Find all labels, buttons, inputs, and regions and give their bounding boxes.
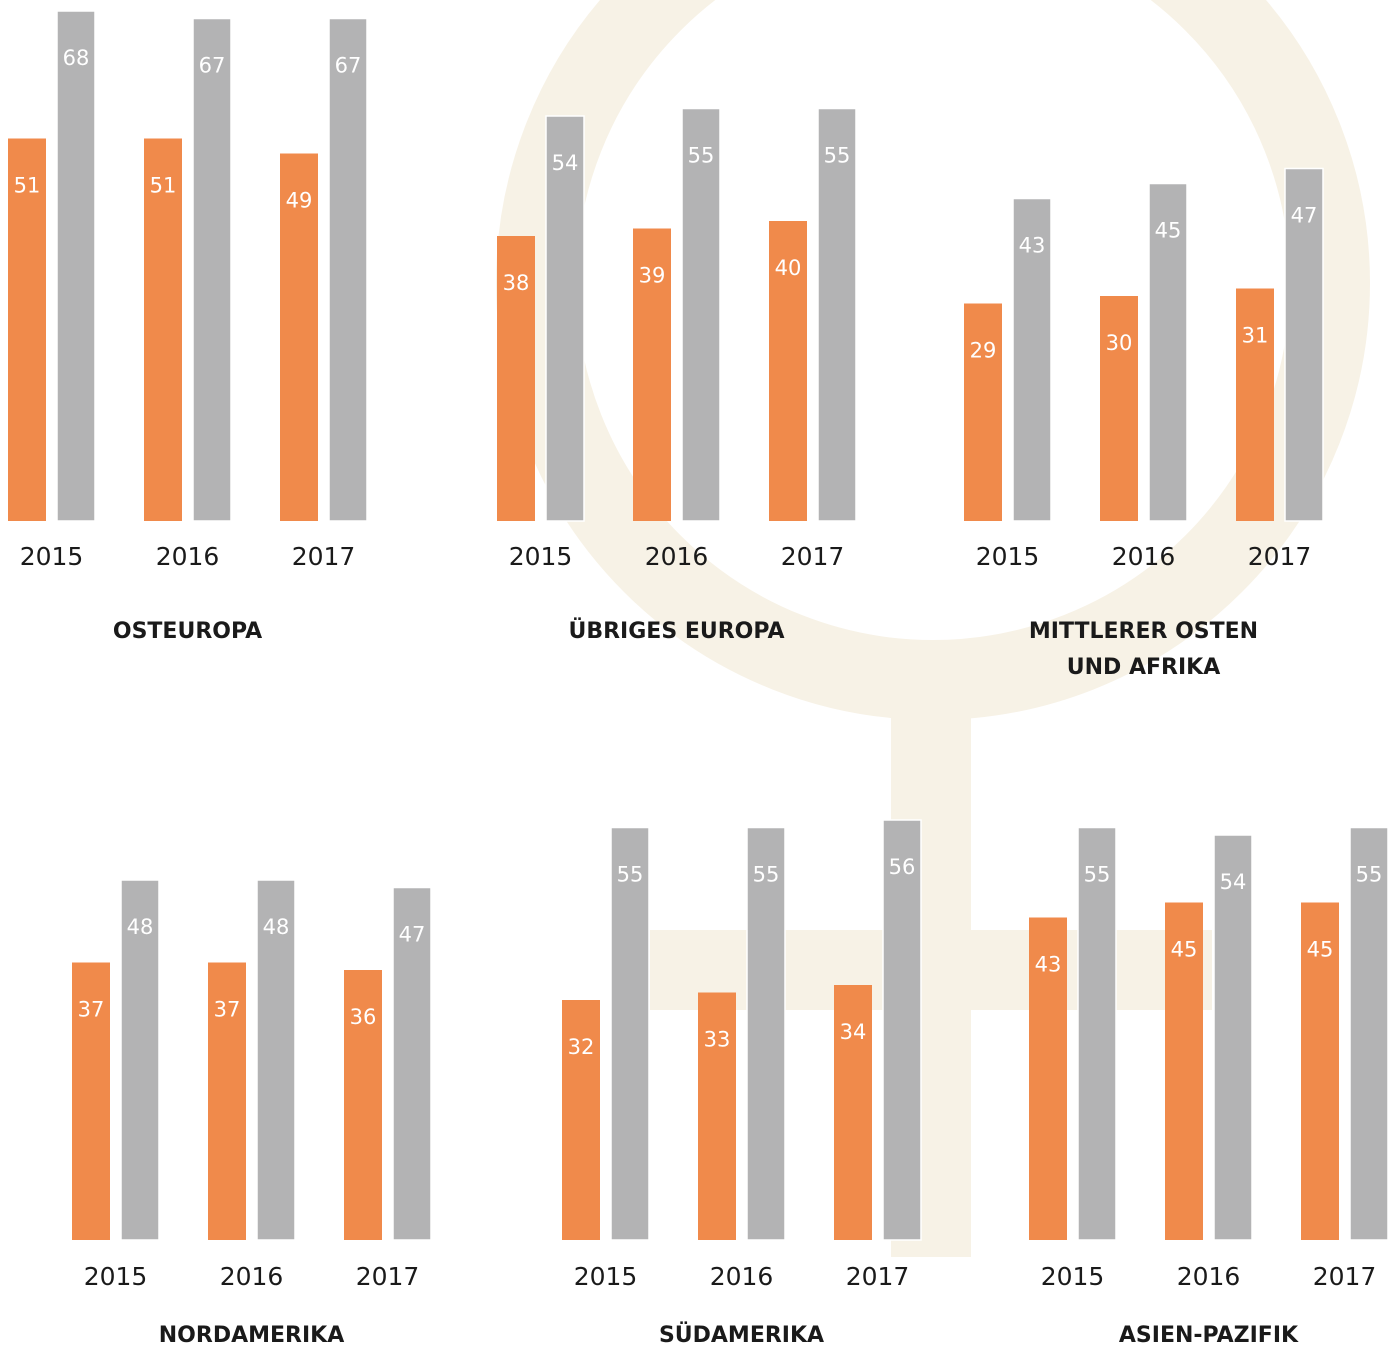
bar — [834, 985, 872, 1240]
value-label: 67 — [335, 54, 362, 78]
bar — [56, 10, 96, 522]
bar — [1236, 288, 1274, 521]
x-tick-label: 2015 — [509, 542, 573, 571]
x-tick-label: 2015 — [976, 542, 1040, 571]
value-label: 32 — [568, 1035, 595, 1059]
value-label: 49 — [286, 189, 313, 213]
x-tick-label: 2016 — [156, 542, 220, 571]
chart-title: SÜDAMERIKA — [658, 1323, 825, 1348]
value-label: 45 — [1155, 219, 1182, 243]
chart-title: ASIEN-PAZIFIK — [1118, 1323, 1299, 1348]
x-tick-label: 2017 — [1248, 542, 1312, 571]
value-label: 48 — [127, 915, 154, 939]
bar — [192, 17, 232, 522]
value-label: 45 — [1307, 938, 1334, 962]
value-label: 55 — [753, 863, 780, 887]
value-label: 47 — [1291, 204, 1318, 228]
bar — [1100, 296, 1138, 521]
bar — [882, 819, 922, 1241]
x-tick-label: 2017 — [292, 542, 356, 571]
bar — [208, 962, 246, 1240]
bar — [817, 107, 857, 522]
x-tick-label: 2016 — [220, 1262, 284, 1291]
value-label: 40 — [775, 256, 802, 280]
bar — [1165, 902, 1203, 1240]
value-label: 55 — [617, 863, 644, 887]
bar — [344, 970, 382, 1240]
chart-title: NORDAMERIKA — [158, 1323, 345, 1348]
value-label: 37 — [214, 998, 241, 1022]
x-tick-label: 2015 — [1041, 1262, 1105, 1291]
x-tick-label: 2017 — [846, 1262, 910, 1291]
value-label: 67 — [199, 54, 226, 78]
x-tick-label: 2015 — [20, 542, 84, 571]
bar — [256, 879, 296, 1241]
bar — [1301, 902, 1339, 1240]
chart-title: ÜBRIGES EUROPA — [568, 619, 785, 644]
bar — [562, 1000, 600, 1240]
value-label: 51 — [150, 174, 177, 198]
x-tick-label: 2017 — [356, 1262, 420, 1291]
chart-title: OSTEUROPA — [112, 619, 263, 644]
bar — [8, 138, 46, 521]
bar — [280, 153, 318, 521]
value-label: 55 — [1084, 863, 1111, 887]
value-label: 55 — [824, 144, 851, 168]
value-label: 55 — [1356, 863, 1383, 887]
bar — [120, 879, 160, 1241]
value-label: 36 — [350, 1005, 377, 1029]
x-tick-label: 2015 — [574, 1262, 638, 1291]
bar — [681, 107, 721, 522]
bar — [698, 992, 736, 1240]
value-label: 33 — [704, 1028, 731, 1052]
value-label: 34 — [840, 1020, 867, 1044]
bar — [769, 221, 807, 521]
value-label: 55 — [688, 144, 715, 168]
value-label: 30 — [1106, 331, 1133, 355]
value-label: 56 — [889, 855, 916, 879]
value-label: 43 — [1035, 953, 1062, 977]
value-label: 54 — [1220, 870, 1247, 894]
x-tick-label: 2017 — [781, 542, 845, 571]
value-label: 47 — [399, 923, 426, 947]
bar — [392, 886, 432, 1241]
venus-symbol — [496, 0, 1370, 1257]
bar — [1077, 826, 1117, 1241]
bar — [964, 303, 1002, 521]
bar — [610, 826, 650, 1241]
bar — [1012, 197, 1052, 522]
x-tick-label: 2017 — [1313, 1262, 1377, 1291]
bar — [746, 826, 786, 1241]
value-label: 48 — [263, 915, 290, 939]
x-tick-label: 2016 — [1112, 542, 1176, 571]
value-label: 45 — [1171, 938, 1198, 962]
value-label: 29 — [970, 339, 997, 363]
x-tick-label: 2016 — [1177, 1262, 1241, 1291]
bar — [1148, 182, 1188, 522]
bar — [633, 228, 671, 521]
value-label: 54 — [552, 151, 579, 175]
value-label: 37 — [78, 998, 105, 1022]
bar — [1213, 834, 1253, 1241]
bar — [328, 17, 368, 522]
value-label: 38 — [503, 271, 530, 295]
bar — [144, 138, 182, 521]
x-tick-label: 2016 — [710, 1262, 774, 1291]
value-label: 31 — [1242, 324, 1269, 348]
bar — [1029, 917, 1067, 1240]
bar — [72, 962, 110, 1240]
value-label: 39 — [639, 264, 666, 288]
bar — [1284, 167, 1324, 522]
x-tick-label: 2015 — [84, 1262, 148, 1291]
value-label: 51 — [14, 174, 41, 198]
bar — [497, 236, 535, 521]
bar — [1349, 826, 1389, 1241]
value-label: 43 — [1019, 234, 1046, 258]
value-label: 68 — [63, 46, 90, 70]
bar — [545, 115, 585, 522]
x-tick-label: 2016 — [645, 542, 709, 571]
chart-title: MITTLERER OSTEN UND AFRIKA — [1028, 619, 1259, 680]
